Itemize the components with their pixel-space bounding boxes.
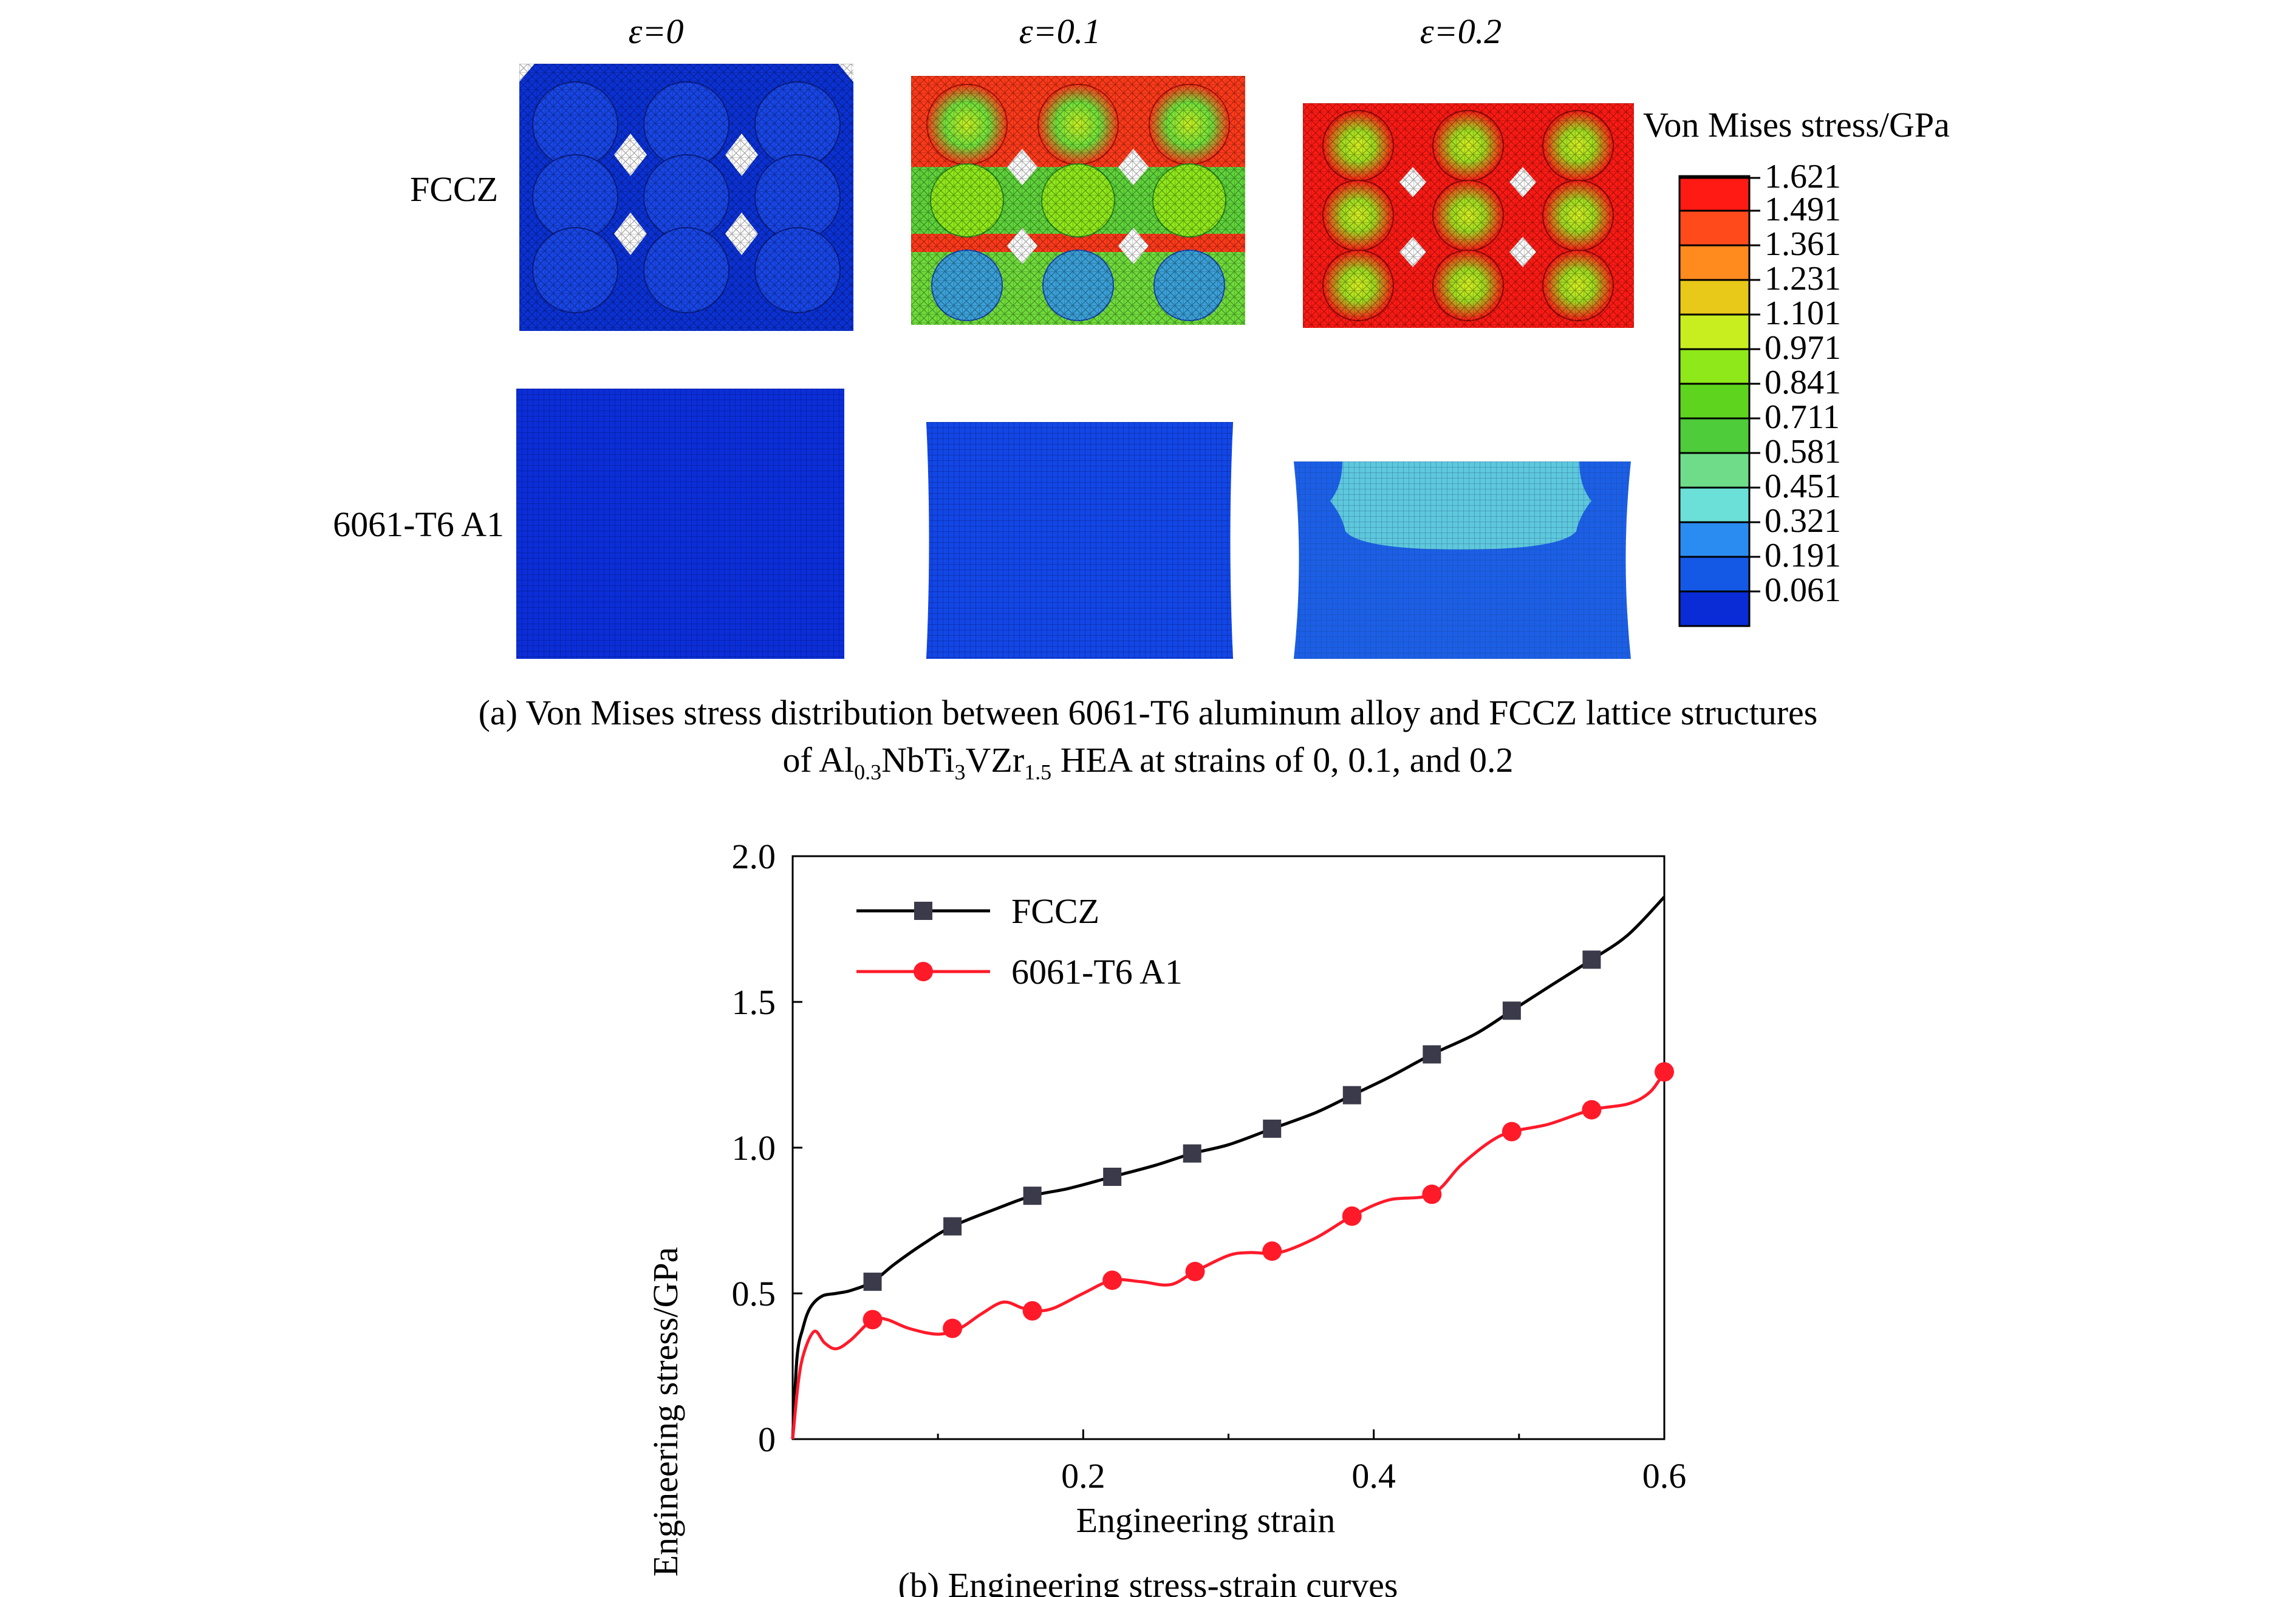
data-point-6061: [1102, 1270, 1122, 1290]
data-point-6061: [863, 1310, 883, 1330]
colorbar: [1678, 175, 1760, 627]
data-point-6061: [1342, 1206, 1362, 1226]
colorbar-segment: [1679, 245, 1749, 280]
series-line-0: [791, 896, 1666, 1440]
data-point-fccz: [1263, 1119, 1282, 1138]
x-tick-label: 0.2: [1061, 1456, 1105, 1496]
colorbar-tick-label: 0.061: [1765, 571, 1841, 609]
data-point-6061: [1185, 1262, 1205, 1281]
colorbar-segment: [1679, 522, 1749, 557]
caption-a-sub3: 1.5: [1024, 760, 1052, 785]
strain-label-0: ε=0: [628, 12, 684, 51]
colorbar-tick-label: 1.491: [1765, 191, 1841, 228]
caption-a-mid2: VZr: [965, 740, 1025, 780]
al6061-block-strain-0.1: [926, 422, 1233, 659]
row-label-fccz: FCCZ: [409, 169, 498, 209]
colorbar-tick-label: 1.101: [1765, 295, 1841, 332]
caption-b: (b) Engineering stress-strain curves: [898, 1565, 1398, 1597]
legend-label: FCCZ: [1011, 891, 1099, 931]
colorbar-segment: [1679, 557, 1749, 591]
fccz-lattice-strain-0: [519, 64, 853, 331]
al6061-block-strain-0: [516, 389, 844, 659]
colorbar-segment: [1679, 488, 1749, 522]
colorbar-tick-label: 1.621: [1765, 158, 1841, 196]
data-point-6061: [1022, 1301, 1042, 1321]
caption-a-suffix: HEA at strains of 0, 0.1, and 0.2: [1051, 740, 1514, 780]
colorbar-tick-label: 0.971: [1765, 329, 1841, 367]
caption-a-mid1: NbTi: [881, 740, 955, 780]
data-point-6061: [1582, 1100, 1602, 1120]
data-point-fccz: [1183, 1144, 1201, 1163]
caption-a-sub1: 0.3: [854, 760, 882, 785]
caption-a-sub2: 3: [954, 760, 966, 785]
caption-a-line1: (a) Von Mises stress distribution betwee…: [478, 693, 1818, 732]
legend-marker: [914, 962, 933, 981]
colorbar-tick-label: 0.321: [1765, 502, 1841, 540]
colorbar-segment: [1679, 211, 1749, 245]
colorbar-segment: [1679, 591, 1749, 626]
x-tick-label: 0.4: [1351, 1456, 1396, 1496]
stress-strain-chart: 0 0.5 1.0 1.5 2.0 0.2 0.4 0.6 FCCZ 6061-T6 A1 En…: [646, 837, 1687, 1597]
al6061-block-strain-0.2: [1294, 461, 1631, 659]
colorbar-tick-label: 0.581: [1765, 433, 1841, 471]
data-point-fccz: [1103, 1168, 1122, 1186]
colorbar-segment: [1679, 315, 1749, 349]
caption-a-line2: of Al0.3NbTi3VZr1.5 HEA at strains of 0,…: [0, 740, 2296, 785]
y-tick-label: 2.0: [732, 837, 776, 876]
colorbar-segment: [1679, 384, 1749, 418]
colorbar-segment: [1679, 453, 1749, 488]
data-point-6061: [943, 1318, 963, 1338]
data-point-6061: [1422, 1184, 1442, 1204]
colorbar-title: Von Mises stress/GPa: [1643, 105, 1950, 145]
y-axis-label: Engineering stress/GPa: [646, 1247, 685, 1577]
fccz-lattice-strain-0.2: [1303, 103, 1634, 328]
y-tick-label: 1.0: [732, 1128, 776, 1168]
strain-label-2: ε=0.2: [1420, 12, 1502, 51]
data-point-fccz: [1023, 1187, 1042, 1205]
colorbar-tick-label: 1.231: [1765, 260, 1841, 298]
colorbar-tick-label: 1.361: [1765, 225, 1841, 263]
x-axis-label: Engineering strain: [1076, 1500, 1336, 1540]
colorbar-segment: [1679, 349, 1749, 384]
series-line-1: [791, 1071, 1666, 1440]
data-point-fccz: [1423, 1045, 1441, 1064]
x-tick-label: 0.6: [1642, 1456, 1687, 1496]
colorbar-tick-label: 0.711: [1765, 398, 1840, 436]
colorbar-tick-label: 0.451: [1765, 468, 1841, 505]
colorbar-tick-label: 0.191: [1765, 537, 1841, 574]
legend-marker: [914, 902, 932, 920]
data-point-6061: [1502, 1122, 1522, 1142]
strain-label-1: ε=0.1: [1019, 12, 1101, 51]
y-tick-label: 0: [758, 1420, 776, 1459]
colorbar-segment: [1679, 280, 1749, 315]
colorbar-tick-label: 0.841: [1765, 364, 1841, 401]
colorbar-segment: [1679, 418, 1749, 453]
plot-frame: [791, 855, 1666, 1440]
y-tick-label: 1.5: [732, 982, 776, 1022]
legend-label: 6061-T6 A1: [1011, 952, 1183, 992]
data-point-fccz: [1342, 1086, 1361, 1105]
data-point-fccz: [943, 1217, 962, 1236]
data-point-fccz: [1582, 950, 1601, 969]
caption-a-prefix: of Al: [782, 740, 855, 780]
data-point-fccz: [863, 1272, 882, 1291]
data-point-6061: [1655, 1062, 1674, 1082]
data-point-6061: [1262, 1241, 1282, 1261]
colorbar-frame: [1678, 175, 1751, 627]
y-tick-label: 0.5: [732, 1274, 776, 1313]
row-label-6061: 6061-T6 A1: [333, 505, 504, 544]
fccz-lattice-strain-0.1: [911, 76, 1245, 325]
data-point-fccz: [1502, 1001, 1521, 1020]
colorbar-segment: [1679, 176, 1749, 211]
